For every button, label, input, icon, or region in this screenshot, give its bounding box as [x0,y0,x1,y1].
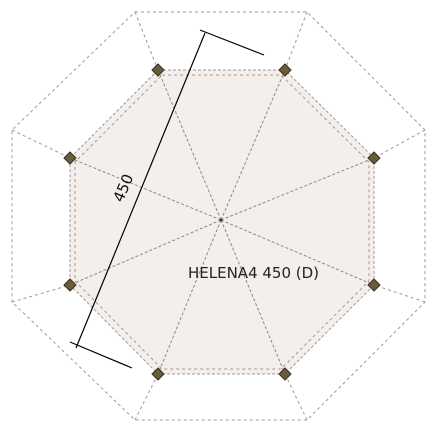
post-marker [63,278,77,292]
roof-overhang-outline [11,11,426,421]
dimension-tick-top [199,29,265,56]
model-label: HELENA4 450 (D) [188,264,319,282]
corner-posts [63,63,381,381]
post-marker [151,63,165,77]
post-marker [63,151,77,165]
post-marker [278,367,292,381]
dimension-tick-bottom [69,341,133,369]
dimension-line [75,32,206,349]
radial-lines [69,69,375,375]
floor-inner-outline [74,74,370,370]
center-point [219,218,223,222]
roof-panel-lines [11,11,426,421]
post-marker [367,151,381,165]
post-marker [151,367,165,381]
post-marker [278,63,292,77]
post-marker [367,278,381,292]
